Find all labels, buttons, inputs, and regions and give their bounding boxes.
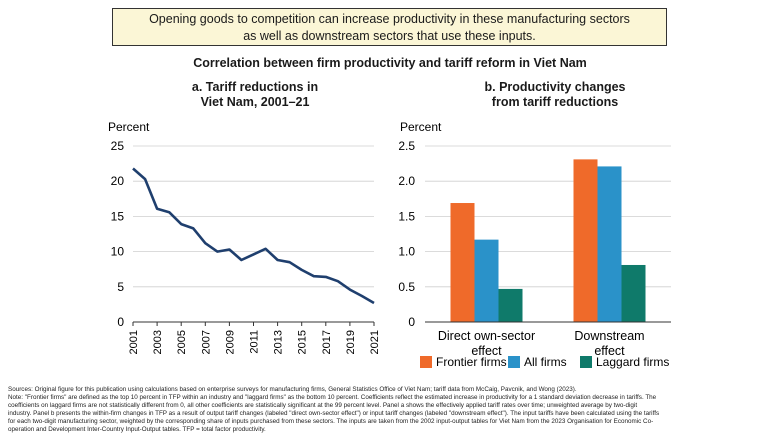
note-line: for each two-digit manufacturing sector,… [8, 418, 654, 426]
panel-b-y-tick-label: 0 [408, 315, 415, 329]
panel-b-y-axis-label: Percent [400, 120, 442, 134]
note-line: Note: "Frontier firms" are defined as th… [8, 394, 657, 402]
panel-b-bar-frontier-downstream [573, 159, 598, 322]
panel-a-title: a. Tariff reductions in Viet Nam, 2001–2… [150, 80, 360, 110]
panel-b-category-label: Downstream [574, 329, 644, 343]
sources-line: Sources: Original figure for this public… [8, 386, 577, 393]
legend-label-laggard: Laggard firms [596, 355, 669, 369]
panel-a-y-tick-label: 25 [111, 139, 125, 153]
panel-b-category-label: effect [594, 344, 625, 358]
legend-swatch-laggard [580, 356, 592, 368]
panel-a-y-tick-label: 10 [111, 245, 125, 259]
panel-a-x-tick-label: 2007 [200, 330, 212, 354]
panel-a-title-line-1: a. Tariff reductions in [191, 80, 319, 94]
panel-a-x-tick-label: 2019 [345, 330, 357, 354]
panel-b-bar-frontier-direct [450, 203, 475, 322]
note-line: coefficients on laggard firms are not st… [8, 402, 638, 410]
panel-b-bar-all-firms-downstream [597, 166, 622, 322]
panel-b-y-tick-label: 2.0 [398, 174, 415, 188]
panel-b-bar-laggard-downstream [621, 264, 646, 322]
panel-a-x-tick-label: 2009 [224, 330, 236, 354]
legend-swatch-frontier [420, 356, 432, 368]
panel-a-y-tick-label: 15 [111, 209, 125, 223]
legend-label-all-firms: All firms [524, 355, 567, 369]
panel-a-y-tick-label: 5 [117, 280, 124, 294]
legend-swatch-all-firms [508, 356, 520, 368]
panel-a-x-tick-label: 2017 [321, 330, 333, 354]
panel-a-x-tick-label: 2005 [176, 330, 188, 354]
panel-b-category-label: Direct own-sector [438, 329, 535, 343]
panel-b-title-line-1: b. Productivity changes [484, 80, 626, 94]
sources-note: Sources: Original figure for this public… [8, 386, 774, 435]
panel-a-y-axis-label: Percent [108, 120, 150, 134]
note-line: operation and Development Inter-Country … [8, 426, 266, 434]
panel-a-x-tick-label: 2021 [369, 330, 381, 354]
panel-b-y-tick-label: 0.5 [398, 280, 415, 294]
panel-a-y-tick-label: 20 [111, 174, 125, 188]
panel-b-y-tick-label: 1.5 [398, 209, 415, 223]
callout-line-2: as well as downstream sectors that use t… [243, 29, 536, 43]
panel-a-x-tick-label: 2003 [152, 330, 164, 354]
panel-a-tariff-line [132, 167, 375, 305]
panel-b-y-tick-label: 1.0 [398, 245, 415, 259]
panel-a-x-tick-label: 2001 [128, 330, 140, 354]
chart-canvas: Percent 0 5 10 15 20 25 2001 2003 2005 2007 2009 201… [108, 120, 671, 369]
callout-line-1: Opening goods to competition can increas… [149, 12, 630, 26]
panel-b-category-label: effect [471, 344, 502, 358]
note-line: industry. Panel b presents the within-fi… [8, 410, 660, 418]
callout-box: Opening goods to competition can increas… [112, 8, 667, 46]
panel-a-x-tick-label: 2013 [273, 330, 285, 354]
panel-a-x-tick-label: 2015 [297, 330, 309, 354]
panel-b-y-tick-label: 2.5 [398, 139, 415, 153]
panel-b-bar-laggard-direct [498, 288, 523, 322]
panel-b-bar-all-firms-direct [474, 239, 499, 322]
figure-title: Correlation between firm productivity an… [193, 56, 587, 70]
panel-b-title: b. Productivity changes from tariff redu… [440, 80, 670, 110]
panel-a-y-tick-label: 0 [117, 315, 124, 329]
panel-a-title-line-2: Viet Nam, 2001–21 [200, 95, 310, 109]
legend-label-frontier: Frontier firms [436, 355, 507, 369]
panel-b-title-line-2: from tariff reductions [491, 95, 619, 109]
panel-a-x-tick-label: 2011 [249, 330, 261, 354]
